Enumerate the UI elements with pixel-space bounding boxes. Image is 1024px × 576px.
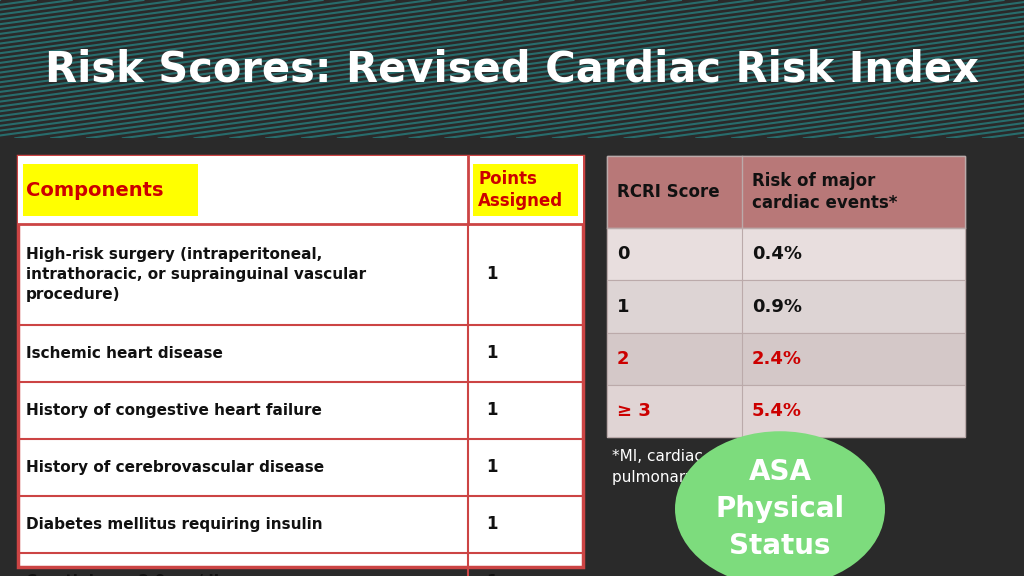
- Text: 2: 2: [617, 350, 630, 367]
- Text: 0.9%: 0.9%: [752, 298, 802, 316]
- Text: 1: 1: [486, 573, 498, 576]
- Bar: [607, 332, 965, 385]
- Text: Creatinine > 2.0 mg/dL: Creatinine > 2.0 mg/dL: [26, 574, 223, 576]
- Text: ASA
Physical
Status: ASA Physical Status: [716, 458, 845, 560]
- Text: 5.4%: 5.4%: [752, 401, 802, 420]
- Text: 2.4%: 2.4%: [752, 350, 802, 367]
- Text: 0.4%: 0.4%: [752, 245, 802, 263]
- Text: Risk Scores: Revised Cardiac Risk Index: Risk Scores: Revised Cardiac Risk Index: [45, 48, 979, 90]
- Bar: [473, 164, 578, 217]
- Ellipse shape: [675, 431, 885, 576]
- Text: Points
Assigned: Points Assigned: [478, 170, 563, 210]
- Text: 1: 1: [486, 401, 498, 419]
- Text: History of cerebrovascular disease: History of cerebrovascular disease: [26, 460, 325, 475]
- Bar: [607, 385, 965, 437]
- Text: RCRI Score: RCRI Score: [617, 183, 720, 202]
- Text: 1: 1: [486, 516, 498, 533]
- Text: 1: 1: [486, 344, 498, 362]
- Bar: [607, 156, 965, 437]
- Bar: [23, 164, 198, 217]
- Bar: [607, 156, 965, 229]
- Text: Components: Components: [26, 181, 164, 200]
- Text: 0: 0: [617, 245, 630, 263]
- Text: *MI, cardiac death,
pulmonary edema, VF, CHB: *MI, cardiac death, pulmonary edema, VF,…: [612, 449, 823, 485]
- Text: 1: 1: [486, 458, 498, 476]
- Text: Risk of major
cardiac events*: Risk of major cardiac events*: [752, 172, 897, 213]
- Text: ≥ 3: ≥ 3: [617, 401, 651, 420]
- Text: Diabetes mellitus requiring insulin: Diabetes mellitus requiring insulin: [26, 517, 323, 532]
- Bar: [607, 229, 965, 281]
- Text: 1: 1: [617, 298, 630, 316]
- Bar: [18, 156, 583, 225]
- Text: 1: 1: [486, 266, 498, 283]
- Bar: [607, 281, 965, 332]
- Text: High-risk surgery (intraperitoneal,
intrathoracic, or suprainguinal vascular
pro: High-risk surgery (intraperitoneal, intr…: [26, 247, 367, 302]
- Text: History of congestive heart failure: History of congestive heart failure: [26, 403, 322, 418]
- Text: Ischemic heart disease: Ischemic heart disease: [26, 346, 223, 361]
- Bar: [18, 156, 583, 567]
